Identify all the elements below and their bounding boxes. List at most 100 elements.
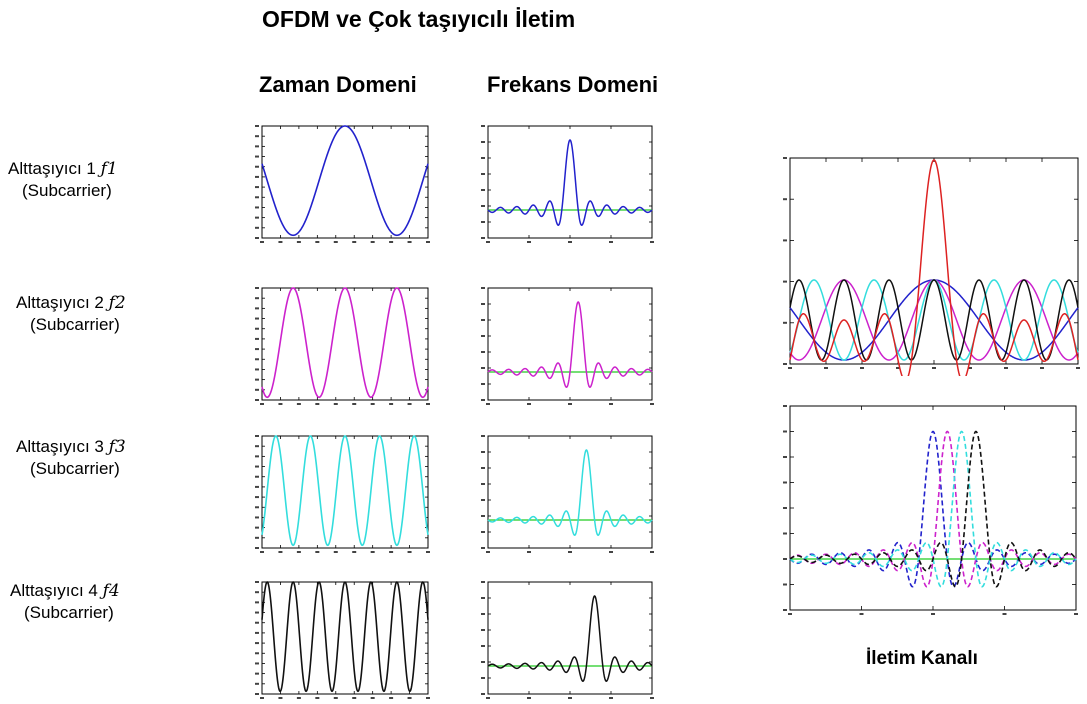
- x-tick-label: [333, 697, 338, 699]
- y-tick-label: [255, 317, 259, 320]
- x-tick-label: [609, 697, 613, 699]
- subcarrier-1-name: Alttaşıyıcı 1: [8, 159, 96, 178]
- x-tick-label: [389, 697, 394, 699]
- y-tick-label: [481, 661, 485, 663]
- y-tick-label: [783, 532, 787, 535]
- x-tick-label: [426, 241, 430, 243]
- x-tick-label: [352, 403, 357, 405]
- y-tick-label: [255, 237, 259, 239]
- y-tick-label: [481, 597, 485, 599]
- y-tick-label: [783, 280, 787, 283]
- y-tick-label: [481, 435, 485, 437]
- x-tick-label: [1004, 367, 1008, 369]
- x-tick-label: [650, 403, 654, 405]
- plot-frame: [789, 405, 1077, 611]
- subcarrier-4-frequency: ƒ4: [102, 581, 120, 601]
- y-tick-label: [481, 531, 485, 533]
- subcarrier-2-label: Alttaşıyıcı 2 ƒ2 (Subcarrier): [16, 292, 126, 336]
- x-tick-label: [486, 697, 490, 699]
- y-tick-label: [255, 672, 259, 675]
- y-tick-label: [481, 581, 485, 583]
- x-tick-label: [1074, 613, 1078, 615]
- x-tick-label: [1076, 367, 1080, 369]
- y-tick-label: [783, 430, 787, 433]
- x-tick-label: [370, 697, 375, 699]
- time-signal-line: [261, 125, 429, 237]
- y-tick-label: [481, 451, 485, 453]
- y-tick-label: [783, 363, 787, 365]
- y-tick-label: [255, 388, 259, 391]
- x-tick-label: [426, 403, 430, 405]
- x-tick-label: [650, 697, 654, 699]
- subcarrier-spectrum-line: [789, 430, 1077, 588]
- y-tick-label: [255, 465, 259, 468]
- x-tick-label: [527, 241, 531, 243]
- subcarrier-spectrum-line: [789, 430, 1077, 588]
- x-tick-label: [333, 403, 338, 405]
- x-tick-label: [1040, 367, 1044, 369]
- x-tick-label: [568, 403, 572, 405]
- y-tick-label: [481, 677, 485, 679]
- x-tick-label: [407, 241, 412, 243]
- x-tick-label: [278, 403, 283, 405]
- y-tick-label: [255, 337, 259, 340]
- y-tick-label: [255, 526, 259, 529]
- x-tick-label: [315, 697, 320, 699]
- x-tick-label: [650, 241, 654, 243]
- y-tick-label: [255, 601, 259, 604]
- subcarrier-3-frequency: ƒ3: [108, 437, 126, 457]
- y-tick-label: [255, 175, 259, 178]
- y-tick-label: [783, 456, 787, 458]
- x-tick-label: [296, 697, 301, 699]
- y-tick-label: [783, 405, 787, 407]
- y-tick-label: [481, 399, 485, 401]
- y-tick-label: [255, 348, 259, 351]
- subcarrier-4-label: Alttaşıyıcı 4 ƒ4 (Subcarrier): [10, 580, 120, 624]
- y-tick-label: [255, 475, 259, 478]
- x-tick-label: [296, 241, 301, 243]
- y-tick-label: [255, 611, 259, 614]
- y-tick-label: [481, 157, 485, 159]
- combined-time-plot: [778, 154, 1082, 376]
- x-tick-label: [860, 367, 864, 369]
- time-plot-2: [255, 284, 433, 410]
- y-tick-label: [255, 621, 259, 624]
- y-tick-label: [255, 581, 259, 583]
- y-tick-label: [481, 319, 485, 321]
- y-tick-label: [481, 367, 485, 369]
- y-tick-label: [481, 125, 485, 127]
- x-tick-label: [609, 241, 613, 243]
- subcarrier-spectrum-line: [789, 430, 1077, 588]
- time-signal-line: [261, 581, 429, 693]
- x-tick-label: [370, 551, 375, 553]
- x-tick-label: [486, 241, 490, 243]
- subcarrier-2-frequency: ƒ2: [108, 293, 126, 313]
- sum-signal-line: [789, 159, 1079, 376]
- spectrum-line: [487, 595, 653, 682]
- carrier-line: [789, 279, 1079, 361]
- y-tick-label: [481, 483, 485, 485]
- x-tick-label: [824, 367, 828, 369]
- y-tick-label: [255, 196, 259, 199]
- y-tick-label: [255, 287, 259, 289]
- y-tick-label: [255, 307, 259, 310]
- y-tick-label: [481, 613, 485, 615]
- time-domain-heading: Zaman Domeni: [259, 72, 417, 97]
- subcarrier-4-sub: (Subcarrier): [24, 603, 114, 622]
- y-tick-label: [481, 205, 485, 207]
- x-tick-label: [370, 241, 375, 243]
- plot-frame: [487, 435, 653, 549]
- y-tick-label: [481, 629, 485, 631]
- x-tick-label: [932, 367, 936, 369]
- freq-plot-1: [478, 122, 658, 248]
- y-tick-label: [481, 287, 485, 289]
- y-tick-label: [255, 135, 259, 138]
- y-tick-label: [255, 516, 259, 519]
- x-tick-label: [389, 403, 394, 405]
- subcarrier-3-label: Alttaşıyıcı 3 ƒ3 (Subcarrier): [16, 436, 126, 480]
- y-tick-label: [783, 239, 787, 242]
- x-tick-label: [426, 697, 430, 699]
- y-tick-label: [481, 693, 485, 695]
- y-tick-label: [783, 321, 787, 324]
- freq-plot-4: [478, 578, 658, 704]
